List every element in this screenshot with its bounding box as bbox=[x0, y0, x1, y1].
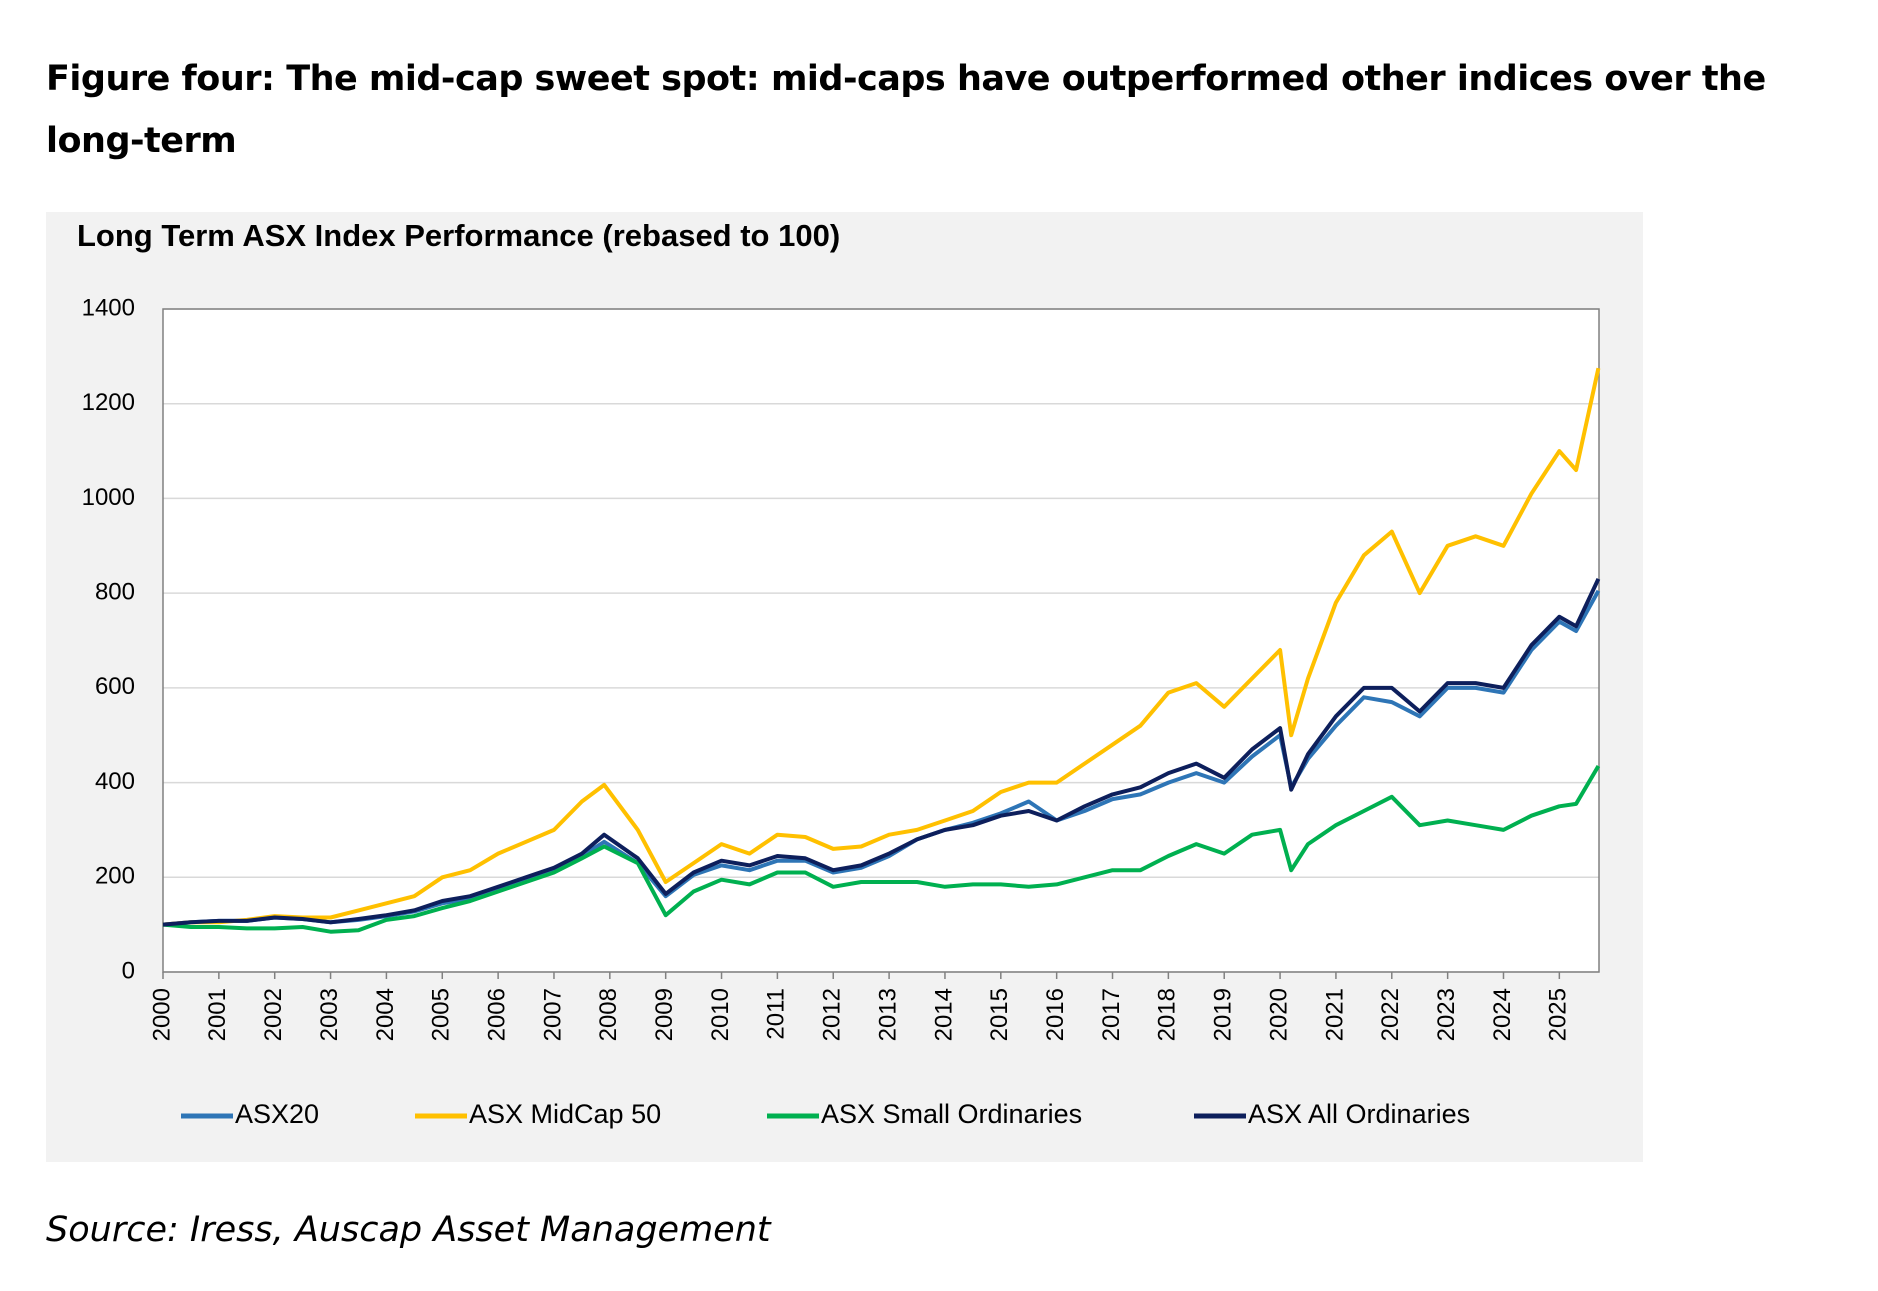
x-tick-label: 2019 bbox=[1210, 988, 1237, 1041]
chart-title: Long Term ASX Index Performance (rebased… bbox=[77, 218, 840, 253]
series-line bbox=[162, 764, 1601, 934]
x-tick-label: 2006 bbox=[483, 988, 510, 1041]
x-tick-label: 2009 bbox=[651, 988, 678, 1041]
x-tick-label: 2022 bbox=[1377, 988, 1404, 1041]
y-tick-label: 0 bbox=[122, 957, 135, 984]
source: Source: Iress, Auscap Asset Management bbox=[46, 1210, 771, 1250]
legend-label: ASX Small Ordinaries bbox=[821, 1099, 1082, 1129]
x-tick-label: 2005 bbox=[428, 988, 455, 1041]
series-line bbox=[162, 367, 1601, 927]
x-tick-label: 2001 bbox=[204, 988, 231, 1041]
x-tick-label: 2007 bbox=[539, 988, 566, 1041]
x-tick-label: 2004 bbox=[372, 988, 399, 1041]
x-tick-label: 2008 bbox=[595, 988, 622, 1041]
chart: Long Term ASX Index Performance (rebased… bbox=[46, 212, 1643, 1162]
legend-label: ASX MidCap 50 bbox=[469, 1099, 661, 1129]
x-tick-label: 2024 bbox=[1489, 988, 1516, 1041]
y-tick-label: 400 bbox=[95, 768, 135, 795]
x-tick-label: 2012 bbox=[819, 988, 846, 1041]
legend-label: ASX All Ordinaries bbox=[1248, 1099, 1470, 1129]
heading: Figure four: The mid-cap sweet spot: mid… bbox=[46, 59, 1766, 161]
plot-area bbox=[163, 309, 1599, 972]
x-tick-label: 2018 bbox=[1154, 988, 1181, 1041]
x-tick-label: 2011 bbox=[763, 988, 790, 1040]
x-tick-label: 2016 bbox=[1042, 988, 1069, 1041]
series-line bbox=[162, 578, 1601, 927]
x-tick-label: 2010 bbox=[707, 988, 734, 1041]
x-tick-label: 2003 bbox=[316, 988, 343, 1041]
x-tick-label: 2002 bbox=[260, 988, 287, 1041]
y-tick-label: 1000 bbox=[82, 484, 135, 511]
plot-frame bbox=[162, 308, 1600, 973]
x-tick-label: 2021 bbox=[1321, 988, 1348, 1041]
x-tick-label: 2025 bbox=[1545, 988, 1572, 1041]
x-tick-label: 2000 bbox=[148, 988, 175, 1041]
legend-label: ASX20 bbox=[235, 1099, 319, 1129]
x-tick-label: 2013 bbox=[874, 988, 901, 1041]
y-tick-label: 200 bbox=[95, 863, 135, 890]
x-tick-label: 2014 bbox=[930, 988, 957, 1041]
x-tick-label: 2023 bbox=[1433, 988, 1460, 1041]
y-tick-label: 1200 bbox=[82, 389, 135, 416]
x-tick-label: 2015 bbox=[986, 988, 1013, 1041]
x-tick-label: 2020 bbox=[1265, 988, 1292, 1041]
y-tick-label: 600 bbox=[95, 673, 135, 700]
x-tick-label: 2017 bbox=[1098, 988, 1125, 1041]
y-tick-label: 800 bbox=[95, 578, 135, 605]
y-tick-label: 1400 bbox=[82, 294, 135, 321]
